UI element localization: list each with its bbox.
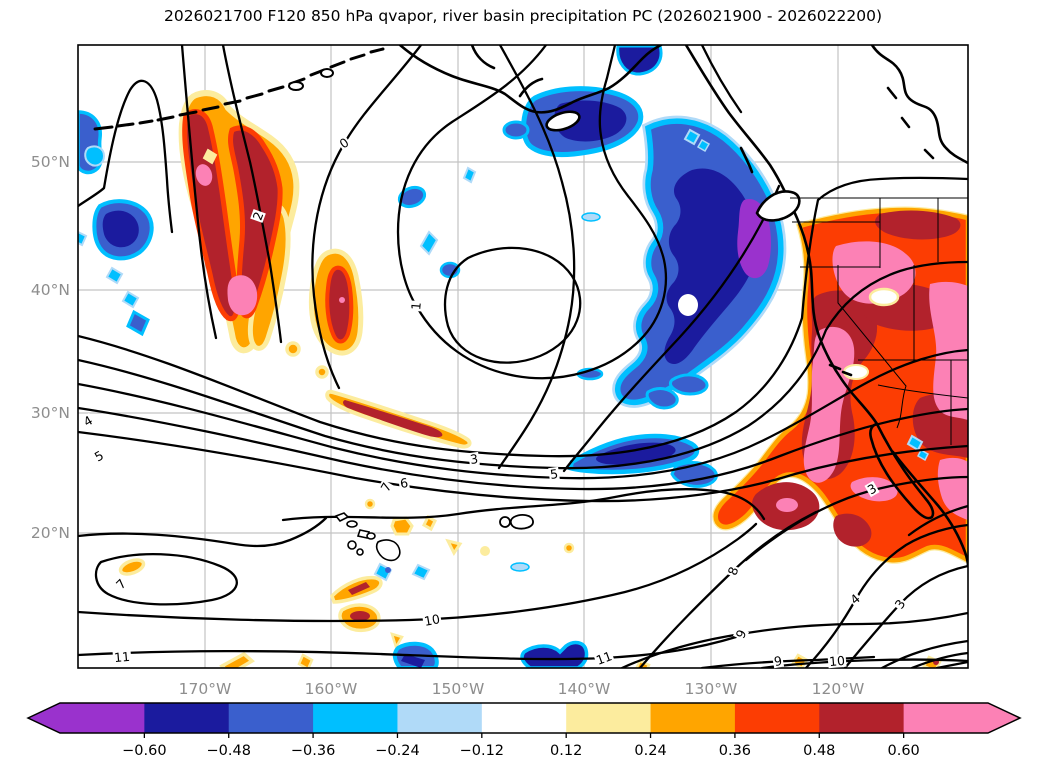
colorbar-segment	[228, 703, 314, 733]
y-tick-30n: 30°N	[30, 404, 70, 422]
colorbar-segment	[819, 703, 905, 733]
alaska-coast	[398, 45, 663, 114]
vancouver-island	[755, 190, 801, 222]
colorbar-right-arrow	[988, 703, 1020, 733]
negative-anomaly-streaks	[567, 367, 718, 488]
negative-anomaly-cluster-west	[78, 110, 154, 337]
colorbar-tick-label: 0.24	[634, 743, 666, 759]
mexico-mainland-coast	[891, 450, 968, 568]
colorbar: −0.60 −0.48 −0.36 −0.24 −0.12 0.12 0.24 0.36 0.4…	[26, 702, 1022, 759]
colorbar-segment	[734, 703, 820, 733]
positive-anomaly-band-dateline	[178, 90, 364, 356]
colorbar-segment	[566, 703, 652, 733]
colorbar-tick-label: 0.12	[550, 743, 582, 759]
aleutian-islands	[93, 47, 385, 131]
colorbar-segment	[313, 703, 398, 733]
hawaiian-islands	[334, 512, 401, 562]
colorbar-segment	[144, 703, 230, 733]
page-title: 2026021700 F120 850 hPa qvapor, river ba…	[163, 7, 883, 25]
state-borders	[790, 197, 968, 445]
positive-anomaly-streak	[325, 389, 472, 449]
coastlines	[93, 45, 968, 568]
x-tick-160w: 160°W	[304, 680, 358, 698]
x-tick-130w: 130°W	[684, 680, 738, 698]
colorbar-tick-label: 0.60	[887, 743, 919, 759]
colorbar-tick-label: 0.36	[719, 743, 751, 759]
colorbar-tick-label: −0.24	[375, 743, 419, 759]
colorbar-tick-label: −0.36	[291, 743, 335, 759]
y-tick-20n: 20°N	[30, 524, 70, 542]
colorbar-outline	[26, 702, 1022, 734]
colorbar-tick-label: −0.12	[460, 743, 504, 759]
x-tick-140w: 140°W	[557, 680, 611, 698]
colorbar-segment	[903, 703, 989, 733]
colorbar-segment	[481, 703, 567, 733]
colorbar-segment	[650, 703, 736, 733]
bc-fjord-coast	[870, 45, 968, 165]
bc-us-west-coast	[684, 45, 879, 426]
kodiak-island	[545, 110, 581, 132]
y-tick-50n: 50°N	[30, 153, 70, 171]
colorbar-segment	[60, 703, 145, 733]
contour-lines	[78, 45, 968, 668]
scattered-negative-specks	[373, 166, 601, 668]
x-tick-150w: 150°W	[431, 680, 485, 698]
map-frame	[77, 44, 969, 669]
x-tick-120w: 120°W	[811, 680, 865, 698]
colorbar-left-arrow	[28, 703, 60, 733]
colorbar-tick-label: −0.60	[122, 743, 166, 759]
baja-peninsula	[869, 422, 935, 520]
colorbar-segment	[397, 703, 483, 733]
colorbar-tick-label: 0.48	[803, 743, 835, 759]
colorbar-tick-label: −0.48	[207, 743, 251, 759]
y-tick-40n: 40°N	[30, 281, 70, 299]
x-tick-170w: 170°W	[178, 680, 232, 698]
